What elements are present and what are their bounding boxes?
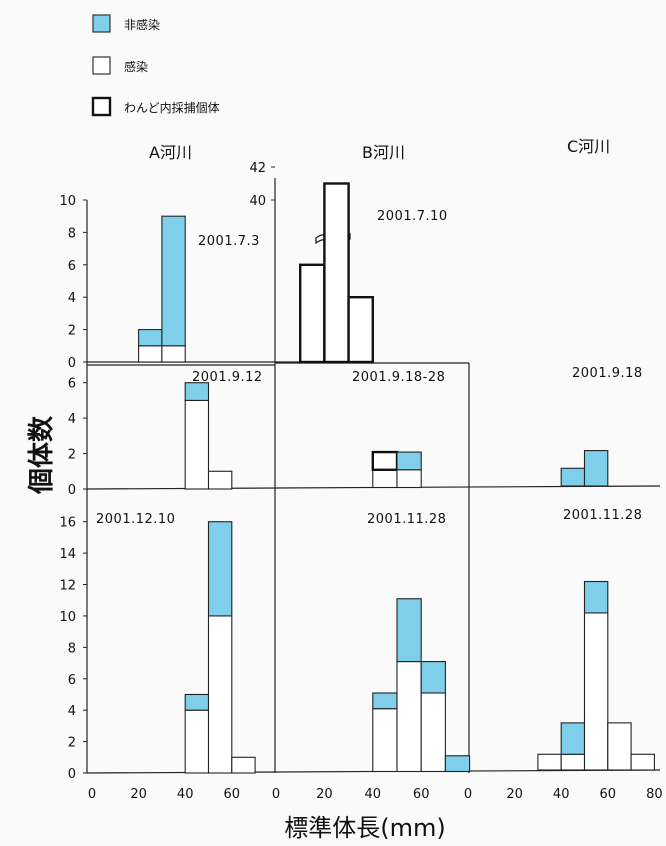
bar-wando-p1-1 (323, 182, 350, 364)
bar-uninfected-p0-0 (138, 329, 163, 347)
x-tick-label-2-2: 40 (553, 787, 570, 802)
x-tick-label-2-3: 60 (600, 787, 617, 802)
histogram-bars (138, 182, 655, 774)
y-tick-label-p2-2: 4 (68, 412, 76, 427)
bar-uninfected-p7-2 (583, 580, 609, 614)
y-tick-label-p0-5: 10 (59, 194, 76, 209)
y-tick-label-p5-1: 2 (68, 736, 76, 751)
x-tick-label-1-3: 60 (413, 787, 430, 802)
panel-date-p2: 2001.9.12 (192, 370, 263, 385)
bar-infected-p3-1 (396, 469, 422, 489)
panel-date-p0: 2001.7.3 (198, 234, 260, 249)
bar-infected-p5-0 (184, 709, 210, 774)
y-tick-label-p5-2: 4 (68, 704, 76, 719)
bar-infected-p6-0 (372, 708, 398, 773)
y-tick-label-p0-2: 4 (68, 291, 76, 306)
bar-infected-p3-0 (372, 469, 398, 489)
y-tick-label-p2-3: 6 (68, 377, 76, 392)
bar-infected-p0-1 (161, 345, 186, 363)
bar-infected-p7-0 (537, 753, 562, 771)
bar-wando-p1-2 (347, 296, 375, 364)
bar-uninfected-p0-1 (161, 215, 186, 347)
legend-swatch-infected (92, 56, 111, 75)
y-tick-label-p5-7: 14 (59, 547, 76, 562)
panel-date-p4: 2001.9.18 (572, 366, 643, 381)
bar-uninfected-p7-1 (560, 722, 586, 755)
y-tick-label-p5-3: 6 (68, 673, 76, 688)
bar-uninfected-p4-0 (560, 467, 586, 487)
bar-uninfected-p5-0 (184, 693, 210, 711)
bar-uninfected-p3-1 (396, 451, 422, 471)
x-tick-label-2-4: 80 (646, 787, 663, 802)
bar-uninfected-p2-0 (184, 382, 210, 401)
legend-label-uninfected: 非感染 (124, 17, 160, 32)
y-tick-label-p1-1: 42 (249, 161, 266, 176)
x-tick-label-2-0: 0 (464, 787, 472, 802)
bar-infected-p2-0 (184, 399, 210, 490)
bar-infected-p5-2 (231, 756, 256, 774)
panel-date-p6: 2001.11.28 (367, 512, 446, 527)
panel-dates: 2001.7.3 2001.7.10 2001.9.12 2001.9.18-28 20… (96, 209, 643, 527)
bar-uninfected-p6-1 (396, 598, 422, 663)
bar-infected-p5-1 (207, 615, 233, 774)
x-tick-label-0-3: 60 (224, 787, 241, 802)
bar-infected-p2-1 (207, 470, 233, 490)
panel-date-p5: 2001.12.10 (96, 512, 175, 527)
x-tick-label-0-0: 0 (88, 787, 96, 802)
y-tick-label-p5-8: 16 (59, 516, 76, 531)
legend-label-infected: 感染 (124, 59, 148, 74)
column-title-a: A河川 (149, 143, 192, 162)
y-tick-label-p5-0: 0 (68, 767, 76, 782)
bar-infected-p7-4 (630, 753, 655, 771)
legend-swatch-wando (91, 96, 112, 117)
bar-uninfected-p5-1 (207, 521, 233, 617)
column-title-c: C河川 (567, 137, 610, 156)
y-tick-label-p2-0: 0 (68, 483, 76, 498)
legend: 非感染 感染 わんど内採捕個体 (91, 14, 220, 117)
x-axis-title: 標準体長(mm) (284, 814, 445, 842)
legend-label-wando: わんど内採捕個体 (124, 100, 220, 115)
x-tick-label-1-0: 0 (272, 787, 280, 802)
y-tick-label-p0-1: 2 (68, 324, 76, 339)
y-tick-label-p5-6: 12 (59, 579, 76, 594)
bar-infected-p6-1 (396, 661, 422, 773)
bar-infected-p6-2 (420, 692, 446, 773)
x-tick-label-2-1: 20 (506, 787, 523, 802)
x-tick-label-0-1: 20 (130, 787, 147, 802)
y-tick-label-p0-3: 6 (68, 259, 76, 274)
y-tick-label-p2-1: 2 (68, 448, 76, 463)
x-tick-label-1-2: 40 (365, 787, 382, 802)
bar-uninfected-p6-2 (420, 661, 446, 694)
y-tick-label-p1-0: 40 (249, 194, 266, 209)
panel-date-p3: 2001.9.18-28 (352, 370, 445, 385)
bar-infected-p0-0 (138, 345, 163, 363)
panel-date-p1: 2001.7.10 (377, 209, 448, 224)
y-tick-label-p0-0: 0 (68, 356, 76, 371)
panel-date-p7: 2001.11.28 (563, 508, 642, 523)
x-tick-label-1-1: 20 (316, 787, 333, 802)
bar-wando-p1-0 (299, 263, 326, 364)
bar-wando-p3-0 (371, 450, 399, 471)
bar-uninfected-p6-0 (372, 692, 398, 710)
bar-uninfected-p4-1 (583, 450, 609, 487)
bar-infected-p7-1 (560, 753, 586, 771)
y-tick-label-p0-4: 8 (68, 226, 76, 241)
x-tick-label-0-2: 40 (177, 787, 194, 802)
y-tick-label-p5-5: 10 (59, 610, 76, 625)
bar-infected-p7-2 (583, 612, 609, 771)
bar-infected-p7-3 (607, 722, 632, 771)
legend-swatch-uninfected (92, 14, 111, 33)
column-title-b: B河川 (362, 143, 405, 162)
y-axis-title: 個体数 (27, 415, 57, 495)
y-tick-label-p5-4: 8 (68, 641, 76, 656)
bar-uninfected-p6-3 (444, 755, 471, 773)
